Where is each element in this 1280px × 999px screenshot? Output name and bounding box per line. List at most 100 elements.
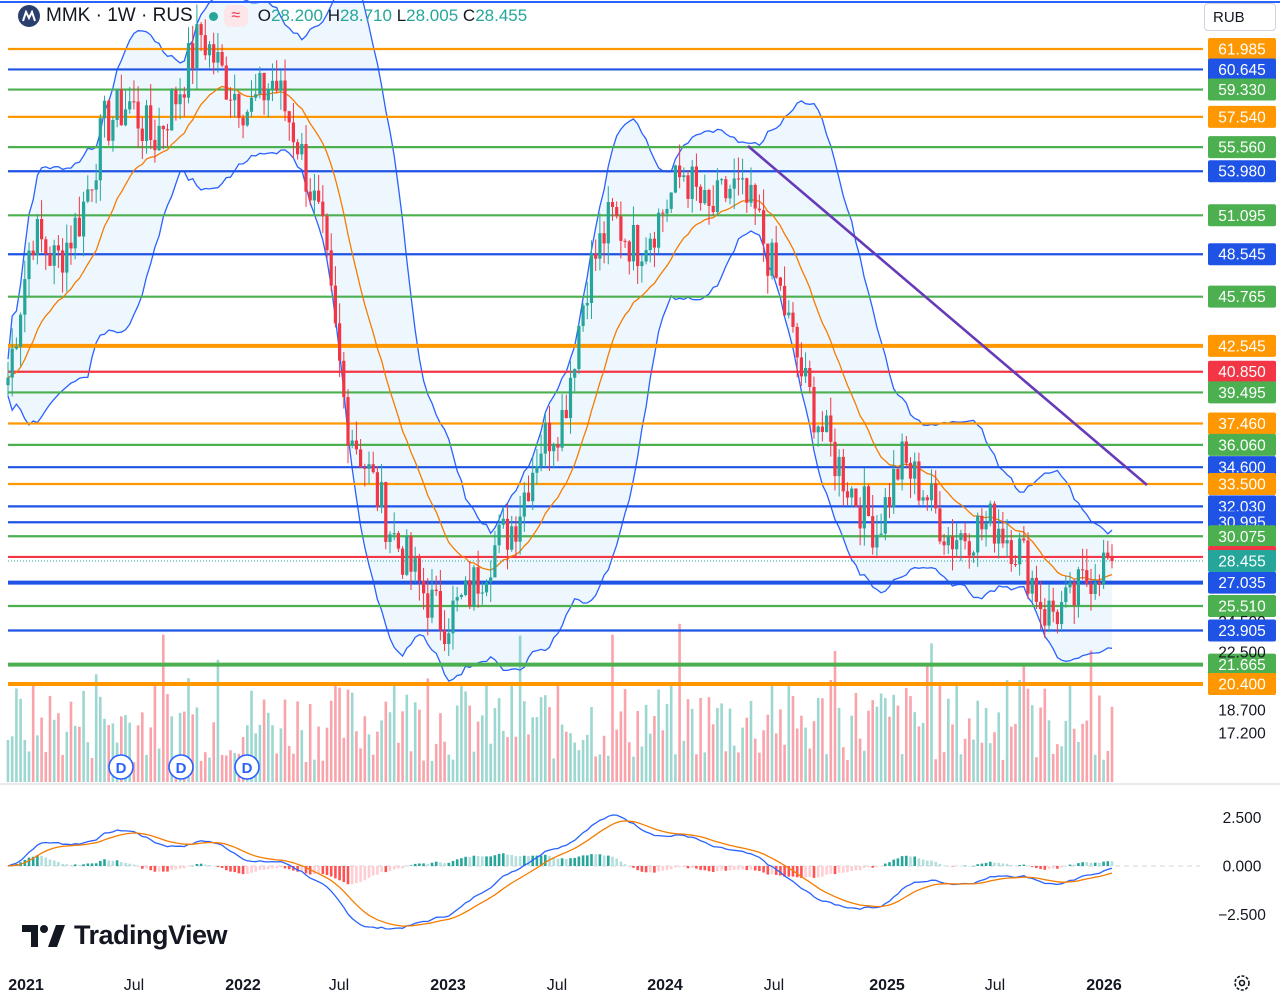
- candle-body: [102, 100, 107, 119]
- candle-body: [220, 52, 224, 66]
- macd-histogram-bar: [346, 866, 350, 885]
- candle-body: [623, 240, 627, 242]
- candle-body: [144, 105, 149, 141]
- macd-histogram-bar: [665, 866, 669, 870]
- macd-histogram-bar: [766, 866, 770, 875]
- volume-bar: [552, 758, 555, 782]
- volume-bar: [1081, 723, 1084, 782]
- volume-bar: [65, 731, 69, 782]
- volume-bar: [758, 752, 761, 782]
- candle-body: [149, 105, 153, 140]
- candle-body: [1034, 577, 1038, 602]
- candle-body: [237, 93, 241, 118]
- time-axis-label: Jul: [985, 977, 1005, 994]
- macd-histogram-bar: [905, 855, 908, 866]
- level-label: 34.600: [1218, 460, 1266, 477]
- macd-histogram-bar: [275, 866, 278, 869]
- macd-histogram-bar: [753, 866, 757, 871]
- candle-body: [1047, 600, 1051, 626]
- level-label: 25.510: [1218, 598, 1266, 615]
- volume-bar: [510, 686, 513, 782]
- price-axis-label: 17.200: [1218, 725, 1266, 742]
- macd-histogram-bar: [586, 855, 589, 866]
- candle-body: [207, 44, 212, 56]
- volume-bar: [204, 752, 207, 782]
- volume-bar: [825, 754, 828, 782]
- volume-bar: [250, 690, 253, 782]
- tradingview-logo[interactable]: TradingView: [22, 920, 228, 951]
- macd-histogram-bar: [548, 856, 551, 866]
- volume-bar: [367, 734, 371, 782]
- candle-body: [766, 243, 770, 276]
- company-logo-icon: [18, 5, 40, 27]
- level-label-box: [1208, 653, 1276, 676]
- candle-body: [153, 139, 157, 151]
- time-axis-label: 2021: [8, 977, 44, 994]
- volume-bar: [690, 708, 694, 782]
- candle-body: [694, 166, 698, 187]
- macd-histogram-bar: [963, 865, 967, 867]
- macd-histogram-bar: [569, 858, 572, 866]
- volume-bar: [57, 713, 60, 782]
- volume-bar: [111, 723, 115, 782]
- macd-histogram-bar: [86, 863, 90, 866]
- data-delay-icon[interactable]: ≈: [223, 5, 248, 27]
- volume-bar: [669, 683, 673, 782]
- symbol-title[interactable]: MMK · 1W · RUS: [46, 5, 193, 26]
- candle-body: [619, 216, 623, 241]
- settings-gear-icon[interactable]: [1232, 973, 1252, 993]
- volume-bar: [329, 700, 333, 782]
- macd-histogram-bar: [384, 866, 388, 873]
- level-label-box: [1208, 285, 1276, 308]
- volume-bar: [430, 760, 434, 782]
- macd-histogram-bar: [829, 866, 833, 874]
- candle-body: [783, 285, 787, 316]
- candle-body: [934, 483, 938, 509]
- candle-body: [971, 552, 976, 556]
- volume-bar: [1035, 757, 1038, 782]
- candle-body: [950, 536, 955, 550]
- macd-histogram-bar: [804, 866, 807, 878]
- candle-body: [1081, 569, 1085, 571]
- volume-bar: [577, 750, 581, 782]
- volume-bar: [36, 735, 39, 782]
- volume-bar: [103, 718, 106, 782]
- dividend-marker-label: D: [116, 760, 127, 777]
- time-axis-label: 2022: [225, 977, 261, 994]
- volume-bar: [371, 754, 375, 782]
- candle-body: [568, 377, 573, 419]
- volume-bar: [590, 707, 593, 782]
- volume-bar: [837, 707, 841, 782]
- currency-selector[interactable]: RUB: [1204, 3, 1276, 31]
- volume-bar: [1030, 705, 1034, 782]
- macd-histogram-bar: [544, 854, 547, 866]
- candle-body: [123, 109, 128, 126]
- macd-histogram-bar: [397, 866, 400, 869]
- macd-histogram-bar: [758, 866, 761, 871]
- level-label: 33.500: [1218, 476, 1266, 493]
- price-axis-label: 22.500: [1218, 644, 1266, 661]
- volume-bar: [472, 751, 476, 782]
- candle-body: [657, 212, 661, 248]
- candle-body: [1072, 582, 1076, 606]
- volume-bar: [229, 750, 232, 782]
- volume-bar: [539, 697, 543, 782]
- candle-body: [900, 441, 904, 480]
- macd-histogram-bar: [686, 866, 690, 869]
- volume-bar: [829, 680, 833, 782]
- macd-histogram-bar: [233, 866, 236, 873]
- volume-bar: [951, 724, 954, 782]
- macd-histogram-bar: [842, 866, 845, 873]
- macd-histogram-bar: [120, 862, 123, 866]
- macd-histogram-bar: [972, 865, 975, 867]
- candle-body: [224, 65, 228, 100]
- level-label-box: [1208, 673, 1276, 695]
- macd-histogram-bar: [934, 861, 937, 866]
- macd-histogram-bar: [153, 866, 157, 872]
- volume-bar: [476, 721, 480, 782]
- volume-bar: [1018, 680, 1021, 782]
- volume-bar: [61, 755, 64, 782]
- candle-body: [14, 346, 18, 349]
- macd-histogram-bar: [325, 866, 329, 875]
